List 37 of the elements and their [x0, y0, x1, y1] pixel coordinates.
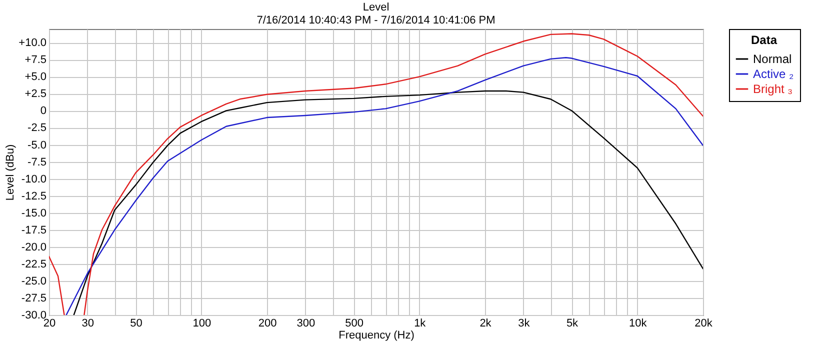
x-tick-label: 5k [566, 318, 579, 330]
y-tick-label: -25.0 [21, 275, 46, 288]
x-tick-label: 20 [43, 318, 56, 330]
x-tick-label: 3k [518, 318, 530, 330]
legend-label: Active ₂ [753, 67, 794, 81]
x-tick-label: 30 [82, 318, 94, 330]
y-tick-label: 0 [40, 105, 46, 118]
y-tick-label: -15.0 [21, 207, 46, 220]
x-tick-label: 1k [414, 318, 426, 330]
x-tick-label: 20k [694, 318, 713, 330]
y-tick-label: -5.0 [28, 139, 46, 152]
y-tick-label: +5.0 [24, 71, 46, 84]
y-tick-label: +7.5 [24, 54, 46, 66]
x-tick-label: 50 [130, 318, 142, 330]
chart-title: Level [362, 2, 390, 14]
y-tick-label: -20.0 [21, 241, 46, 254]
x-tick-label: 10k [629, 318, 648, 330]
y-tick-label: +10.0 [18, 37, 46, 50]
x-tick-label: 200 [258, 318, 277, 330]
x-tick-label: 500 [345, 318, 364, 330]
y-tick-label: -12.5 [21, 190, 46, 202]
x-tick-label: 300 [296, 318, 316, 330]
y-tick-label: +2.5 [24, 88, 46, 100]
chart-subtitle: 7/16/2014 10:40:43 PM - 7/16/2014 10:41:06 PM [256, 14, 496, 26]
legend-title: Data [750, 33, 778, 47]
legend-label: Bright ₃ [753, 82, 793, 96]
x-axis-title: Frequency (Hz) [338, 330, 414, 342]
y-tick-label: -22.5 [21, 258, 46, 270]
y-tick-label: -10.0 [21, 173, 46, 186]
y-axis-title: Level (dBu) [4, 144, 17, 201]
legend-label: Normal [753, 52, 792, 66]
y-tick-label: -7.5 [28, 156, 46, 168]
y-tick-label: -17.5 [21, 224, 46, 236]
y-tick-label: -2.5 [28, 122, 46, 134]
y-tick-label: -27.5 [21, 292, 46, 304]
x-tick-label: 2k [480, 318, 492, 330]
x-tick-label: 100 [192, 318, 212, 330]
